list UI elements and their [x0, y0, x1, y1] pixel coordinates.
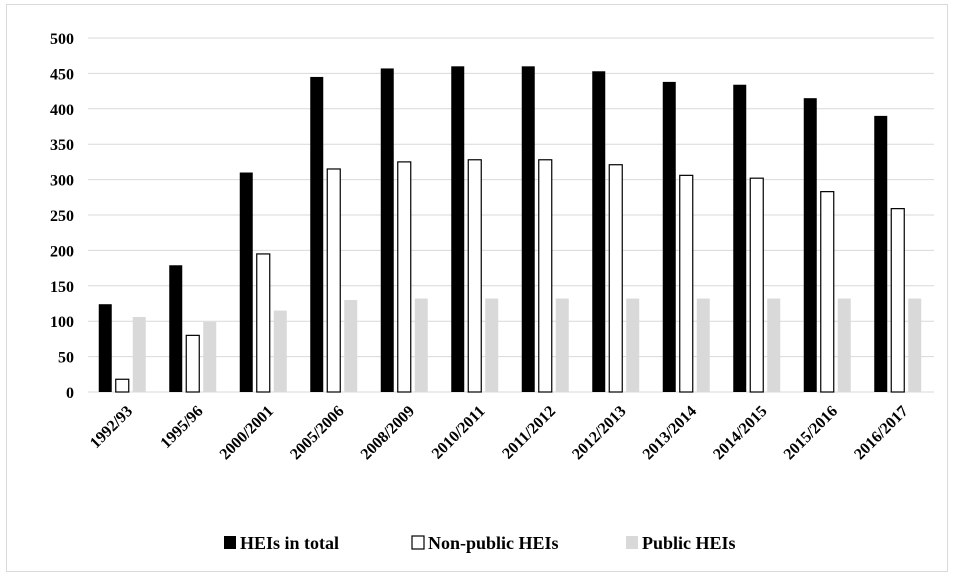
- bar: [820, 191, 835, 393]
- bar: [733, 84, 747, 392]
- bar: [397, 161, 412, 393]
- x-tick-label: 2016/2017: [851, 403, 911, 463]
- bar: [592, 71, 606, 392]
- bar: [256, 253, 271, 393]
- bar: [908, 298, 922, 392]
- bar: [273, 310, 287, 392]
- bar: [115, 378, 130, 393]
- x-tick-label: 1992/93: [87, 403, 136, 452]
- y-tick-label: 450: [50, 66, 74, 83]
- y-tick-label: 350: [50, 137, 74, 154]
- bar: [837, 298, 851, 392]
- bar: [132, 316, 146, 392]
- bar: [803, 98, 817, 393]
- bar: [169, 265, 183, 392]
- bar: [451, 66, 465, 392]
- bar: [98, 304, 112, 392]
- bar: [767, 298, 781, 392]
- legend-label: Public HEIs: [642, 533, 736, 553]
- bar: [414, 298, 428, 392]
- bar: [662, 81, 676, 393]
- y-tick-label: 400: [50, 102, 74, 119]
- bar: [608, 164, 623, 393]
- bar: [538, 159, 553, 393]
- bar: [239, 172, 253, 392]
- bar: [749, 177, 764, 393]
- bar: [380, 68, 394, 392]
- bar: [679, 174, 694, 393]
- bar: [344, 299, 358, 392]
- x-tick-label: 2008/2009: [358, 403, 418, 463]
- x-tick-label: 2005/2006: [287, 403, 347, 463]
- bar: [890, 208, 905, 393]
- y-tick-label: 250: [50, 208, 74, 225]
- bar: [626, 298, 640, 392]
- bar: [326, 168, 341, 393]
- x-tick-label: 2012/2013: [569, 403, 629, 463]
- bar: [521, 66, 535, 392]
- x-tick-label: 2013/2014: [640, 403, 700, 463]
- y-tick-label: 50: [58, 350, 74, 367]
- x-tick-label: 1995/96: [157, 403, 206, 452]
- y-tick-label: 200: [50, 243, 74, 260]
- bar: [467, 159, 482, 393]
- x-tick-label: 2011/2012: [499, 403, 559, 463]
- y-tick-label: 100: [50, 314, 74, 331]
- bar: [203, 321, 217, 392]
- legend-label: HEIs in total: [240, 533, 339, 553]
- x-tick-label: 2010/2011: [429, 403, 489, 463]
- x-tick-label: 2000/2001: [217, 403, 277, 463]
- bar: [185, 334, 200, 393]
- x-tick-label: 2014/2015: [710, 403, 770, 463]
- y-tick-label: 300: [50, 173, 74, 190]
- legend-label: Non-public HEIs: [428, 533, 559, 553]
- legend-swatch: [224, 536, 236, 549]
- y-tick-label: 0: [66, 385, 74, 402]
- y-tick-label: 150: [50, 279, 74, 296]
- bar: [310, 76, 324, 392]
- bar: [485, 298, 499, 392]
- x-tick-label: 2015/2016: [781, 403, 841, 463]
- bar: [874, 115, 888, 392]
- y-tick-label: 500: [50, 31, 74, 48]
- legend-swatch: [411, 535, 425, 550]
- legend-swatch: [626, 536, 638, 549]
- bar: [555, 298, 569, 392]
- bar: [696, 298, 710, 392]
